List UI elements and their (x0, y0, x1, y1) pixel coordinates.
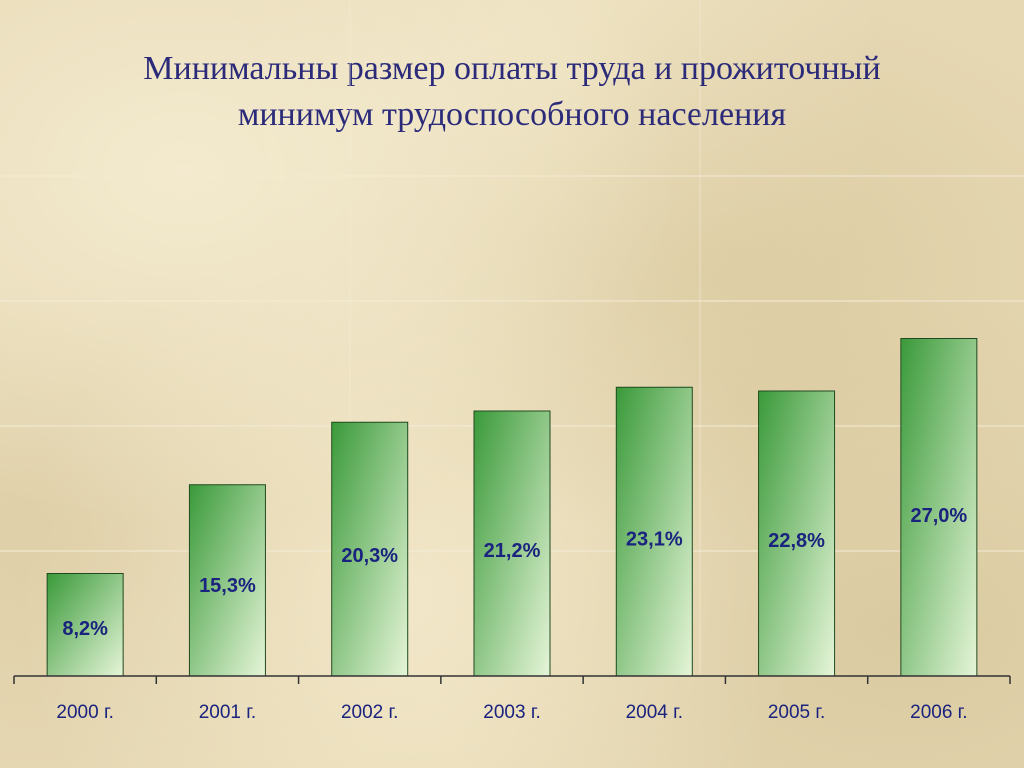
bars (46, 338, 978, 677)
chart-title-line-1: Минимальны размер оплаты труда и прожито… (143, 50, 881, 87)
value-label: 8,2% (62, 618, 108, 640)
x-tick-label: 2002 г. (341, 702, 398, 723)
value-labels: 8,2% 15,3% 20,3% 21,2% 23,1% 22,8% 27,0% (62, 505, 967, 640)
bar (615, 386, 693, 677)
bar (900, 338, 978, 677)
bar (473, 410, 551, 677)
x-axis (13, 675, 1011, 684)
value-label: 20,3% (341, 545, 398, 567)
chart-title-line-2: минимум трудоспособного населения (237, 96, 787, 133)
x-tick-labels: 2000 г. 2001 г. 2002 г. 2003 г. 2004 г. 2005 … (56, 702, 967, 723)
bar (46, 573, 124, 677)
bar (188, 484, 266, 677)
chart-title: Минимальны размер оплаты труда и прожито… (0, 46, 1024, 138)
x-tick-label: 2003 г. (483, 702, 540, 723)
x-tick-label: 2005 г. (768, 702, 825, 723)
value-label: 15,3% (199, 575, 256, 597)
x-tick-label: 2001 г. (199, 702, 256, 723)
x-tick-label: 2004 г. (626, 702, 683, 723)
x-tick-label: 2006 г. (910, 702, 967, 723)
value-label: 22,8% (768, 530, 825, 552)
value-label: 21,2% (484, 540, 541, 562)
value-label: 27,0% (910, 505, 967, 527)
bar (331, 421, 409, 677)
value-label: 23,1% (626, 528, 683, 550)
x-tick-label: 2000 г. (56, 702, 113, 723)
